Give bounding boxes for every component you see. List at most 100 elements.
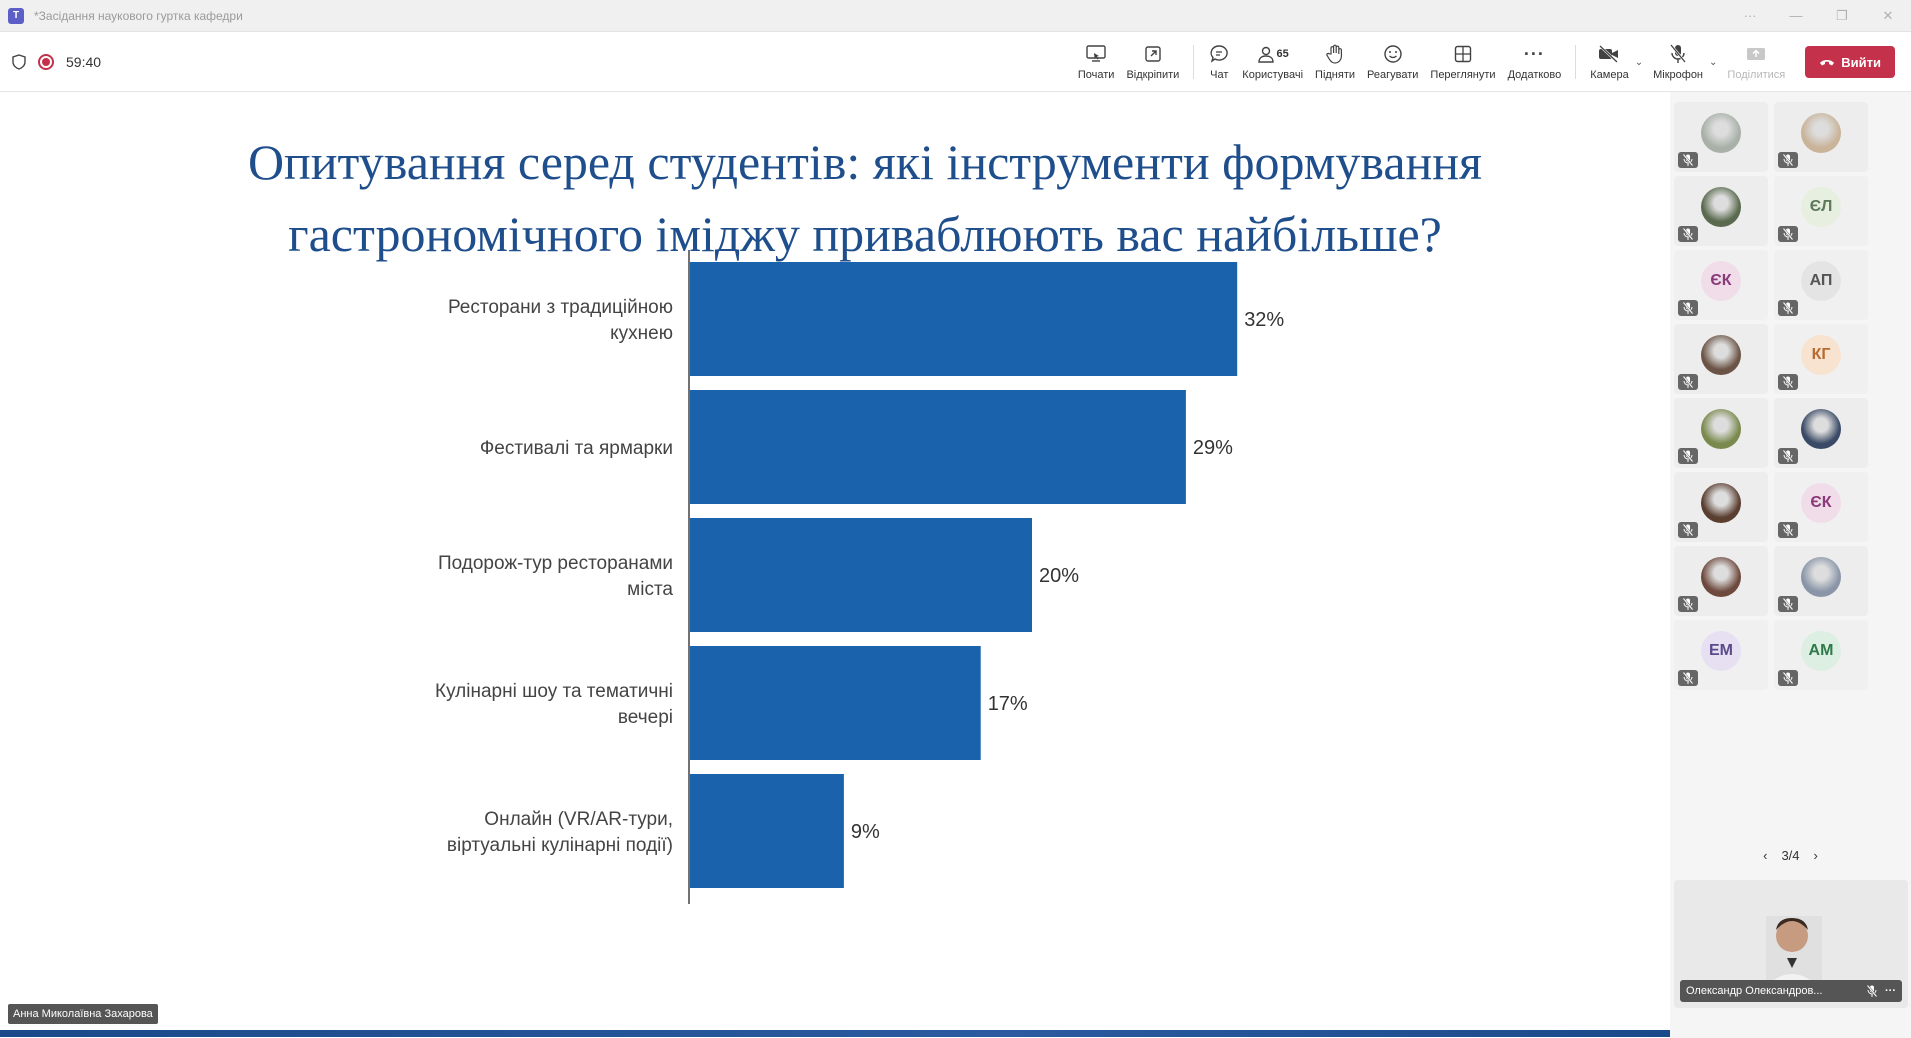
chat-label: Чат [1210,69,1229,81]
react-button[interactable]: Реагувати [1361,32,1424,92]
window-title: *Засідання наукового гуртка кафедри [34,8,243,23]
mic-off-icon [1778,226,1798,242]
participant-tile[interactable] [1774,102,1868,172]
close-button[interactable]: ✕ [1882,8,1894,23]
mic-off-icon [1778,596,1798,612]
chat-icon [1208,43,1230,65]
category-label-1-0: Фестивалі та ярмарки [480,438,673,459]
more-icon: ··· [1523,43,1545,64]
bar-0 [690,262,1238,376]
react-label: Реагувати [1367,69,1419,81]
participant-tile[interactable] [1674,398,1768,468]
participant-tile[interactable] [1774,546,1868,616]
more-options-icon[interactable]: ··· [1885,985,1896,997]
mic-off-icon [1678,152,1698,168]
category-label-4-0: Онлайн (VR/AR-тури, [484,809,673,830]
more-options-icon[interactable]: ··· [1743,8,1757,23]
people-icon: 65 [1253,43,1293,65]
share-tray-icon [1745,43,1767,65]
mic-off-icon [1778,152,1798,168]
people-label: Користувачі [1242,69,1304,81]
participant-tile[interactable]: ЕМ [1674,620,1768,690]
participant-tile[interactable] [1674,324,1768,394]
camera-button[interactable]: Камера [1584,32,1634,92]
speaker-name: Олександр Олександров... [1686,985,1823,997]
mic-off-icon [1667,43,1689,65]
mic-off-icon [1678,670,1698,686]
view-button[interactable]: Переглянути [1424,32,1501,92]
grid-view-icon [1452,43,1474,65]
mic-off-icon [1678,522,1698,538]
mic-off-icon [1867,985,1877,997]
mic-off-icon [1678,300,1698,316]
mic-off-icon [1678,374,1698,390]
start-share-button[interactable]: Почати [1072,32,1121,92]
bar-3 [690,646,981,760]
bar-2 [690,518,1032,632]
participant-photo-avatar [1801,557,1841,597]
participant-initials-avatar: ЄЛ [1801,187,1841,227]
participant-tile[interactable]: АП [1774,250,1868,320]
participant-gallery: ‹ 3/4 › Олександр Олександров... ··· ЄЛ Є… [1670,92,1911,1038]
category-label-3-1: вечері [618,707,673,728]
toolbar-divider [1193,45,1195,79]
gallery-pager: ‹ 3/4 › [1670,848,1911,863]
participant-initials-avatar: ЕМ [1701,631,1741,671]
participant-tile[interactable] [1674,546,1768,616]
slide-title-line-2: гастрономічного іміджу приваблюють вас н… [288,206,1442,262]
participant-photo-avatar [1701,113,1741,153]
leave-button[interactable]: Вийти [1805,46,1895,78]
raise-hand-icon [1324,43,1346,65]
participant-photo-avatar [1701,483,1741,523]
participant-photo-avatar [1701,409,1741,449]
participant-photo-avatar [1701,557,1741,597]
participant-photo-avatar [1801,113,1841,153]
participant-tile[interactable] [1674,102,1768,172]
window-titlebar: T *Засідання наукового гуртка кафедри ··… [0,0,1911,32]
slide-title: Опитування серед студентів: які інструме… [60,126,1670,270]
bar-value-label-2: 20% [1039,565,1079,587]
speaker-name-bar: Олександр Олександров... ··· [1680,980,1902,1002]
more-button[interactable]: ··· Додатково [1502,32,1568,92]
category-label-0-1: кухнею [610,323,673,344]
participant-tile[interactable]: КГ [1774,324,1868,394]
more-label: Додатково [1507,69,1562,81]
chevron-left-icon[interactable]: ‹ [1763,848,1768,863]
chat-button[interactable]: Чат [1202,32,1236,92]
camera-off-icon [1598,43,1620,65]
participant-tile[interactable] [1674,472,1768,542]
participant-tile[interactable] [1674,176,1768,246]
active-speaker-tile[interactable]: Олександр Олександров... ··· [1674,880,1908,1008]
participant-tile[interactable]: ЄК [1674,250,1768,320]
presenter-name-tag: Анна Миколаївна Захарова [8,1004,158,1024]
participant-photo-avatar [1701,187,1741,227]
popout-button[interactable]: Відкріпити [1120,32,1185,92]
mic-off-icon [1678,596,1698,612]
raise-hand-button[interactable]: Підняти [1309,32,1361,92]
participant-tile[interactable]: АМ [1774,620,1868,690]
participant-tile[interactable]: ЄК [1774,472,1868,542]
mic-off-icon [1778,374,1798,390]
participant-initials-avatar: ЄК [1801,483,1841,523]
participant-tile[interactable]: ЄЛ [1774,176,1868,246]
present-screen-icon [1085,43,1107,65]
mic-options-chevron-icon[interactable]: ⌄ [1709,56,1718,68]
window-controls: ··· — ❐ ✕ [1727,0,1911,32]
category-label-0-0: Ресторани з традиційною [448,297,673,318]
participant-tile[interactable] [1774,398,1868,468]
share-button: Поділитися [1721,32,1791,92]
camera-options-chevron-icon[interactable]: ⌄ [1634,56,1644,68]
raise-hand-label: Підняти [1315,69,1356,81]
mic-off-icon [1778,300,1798,316]
maximize-button[interactable]: ❐ [1836,8,1848,23]
participant-initials-avatar: КГ [1801,335,1841,375]
bar-value-label-1: 29% [1193,437,1233,459]
recording-icon [38,53,54,70]
microphone-button[interactable]: Мікрофон [1647,32,1709,92]
category-label-2-0: Подорож-тур ресторанами [438,553,673,574]
chevron-right-icon[interactable]: › [1813,848,1818,863]
participant-photo-avatar [1701,335,1741,375]
people-button[interactable]: 65 Користувачі [1236,32,1309,92]
shield-icon [12,53,26,70]
minimize-button[interactable]: — [1789,8,1803,23]
